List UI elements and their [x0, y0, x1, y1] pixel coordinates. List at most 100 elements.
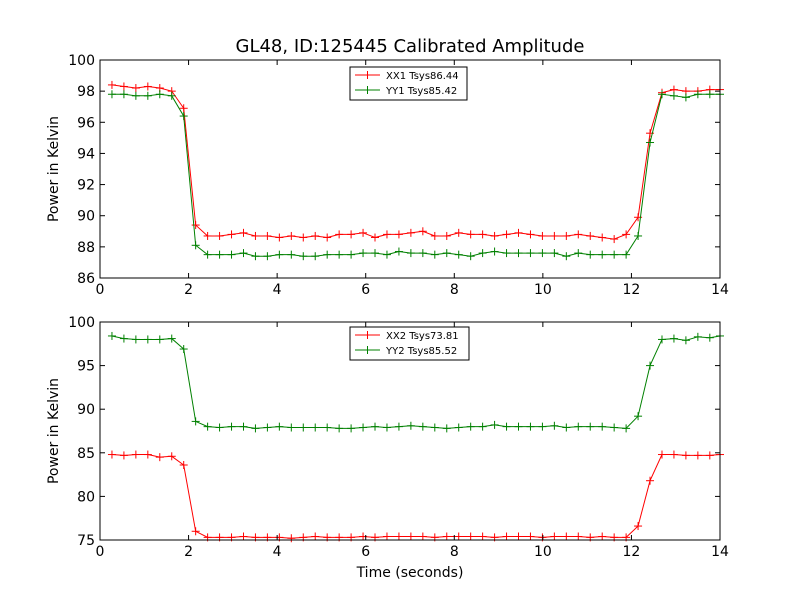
data-point	[598, 422, 607, 431]
data-point	[287, 423, 296, 432]
data-point	[143, 91, 152, 100]
data-point	[335, 230, 344, 239]
data-point	[155, 335, 164, 344]
data-point	[550, 532, 559, 541]
data-point	[454, 423, 463, 432]
legend-label: YY1 Tsys85.42	[385, 86, 457, 97]
data-point	[382, 532, 391, 541]
data-point	[191, 417, 200, 426]
legend-label: YY2 Tsys85.52	[385, 346, 457, 357]
data-point	[478, 422, 487, 431]
data-point	[705, 90, 714, 99]
data-point	[562, 423, 571, 432]
data-point	[574, 532, 583, 541]
data-point	[598, 532, 607, 541]
data-point	[466, 422, 475, 431]
data-point	[239, 422, 248, 431]
data-point	[478, 249, 487, 258]
data-point	[406, 421, 415, 430]
data-point	[514, 422, 523, 431]
data-point	[622, 230, 631, 239]
data-point	[550, 421, 559, 430]
data-point	[634, 522, 643, 531]
data-point	[586, 422, 595, 431]
data-point	[646, 361, 655, 370]
data-point	[179, 104, 188, 113]
data-point	[466, 252, 475, 261]
x-tick-label: 4	[273, 544, 282, 560]
data-point	[227, 230, 236, 239]
data-point	[406, 249, 415, 258]
data-point	[119, 90, 128, 99]
data-point	[586, 231, 595, 240]
data-point	[382, 250, 391, 259]
series-line	[111, 454, 721, 539]
data-point	[526, 230, 535, 239]
data-point	[466, 230, 475, 239]
data-point	[634, 412, 643, 421]
data-point	[119, 451, 128, 460]
chart-panel-top: 0 2 4 6 8 10 12 14 86 88 90 92 94 96 98 100 Power in Kel…	[46, 53, 729, 298]
data-point	[562, 252, 571, 261]
data-point	[657, 335, 666, 344]
x-axis-label: Time (seconds)	[356, 565, 464, 581]
x-tick-label: 4	[273, 282, 282, 298]
data-point	[203, 250, 212, 259]
x-tick-label: 10	[534, 282, 552, 298]
data-point	[442, 424, 451, 433]
data-point	[693, 332, 702, 341]
data-point	[526, 249, 535, 258]
data-point	[454, 250, 463, 259]
x-tick-label: 10	[534, 544, 552, 560]
data-point	[239, 228, 248, 237]
y-tick-label: 80	[77, 489, 95, 505]
data-point	[287, 534, 296, 543]
data-point	[454, 228, 463, 237]
data-point	[550, 231, 559, 240]
data-point	[275, 250, 284, 259]
data-point	[442, 231, 451, 240]
legend-box	[349, 326, 470, 361]
data-point	[526, 532, 535, 541]
data-point	[323, 423, 332, 432]
series-line	[111, 335, 721, 429]
y-tick-label: 85	[77, 446, 95, 462]
data-point	[502, 230, 511, 239]
data-point	[107, 331, 116, 340]
data-point	[406, 228, 415, 237]
y-tick-label: 88	[77, 240, 95, 256]
data-point	[347, 250, 356, 259]
x-tick-label: 0	[96, 544, 105, 560]
y-tick-label: 98	[77, 84, 95, 100]
data-point	[263, 423, 272, 432]
data-point	[705, 333, 714, 342]
data-point	[167, 91, 176, 100]
data-point	[107, 90, 116, 99]
data-point	[191, 527, 200, 536]
data-point	[418, 422, 427, 431]
data-point	[657, 450, 666, 459]
data-point	[155, 453, 164, 462]
y-axis-label: Power in Kelvin	[46, 378, 62, 484]
x-tick-label: 6	[361, 282, 370, 298]
data-point	[478, 230, 487, 239]
legend-label: XX2 Tsys73.81	[386, 331, 459, 342]
data-point	[538, 249, 547, 258]
data-point	[215, 231, 224, 240]
data-point	[646, 138, 655, 147]
data-point	[131, 335, 140, 344]
data-point	[191, 241, 200, 250]
data-point	[119, 82, 128, 91]
data-point	[610, 423, 619, 432]
data-point	[586, 250, 595, 259]
data-point	[167, 452, 176, 461]
data-point	[371, 249, 380, 258]
data-point	[299, 423, 308, 432]
data-point	[538, 231, 547, 240]
x-tick-label: 14	[711, 282, 729, 298]
data-point	[454, 532, 463, 541]
data-point	[251, 231, 260, 240]
y-tick-label: 100	[68, 53, 95, 69]
data-point	[490, 420, 499, 429]
data-point	[538, 422, 547, 431]
